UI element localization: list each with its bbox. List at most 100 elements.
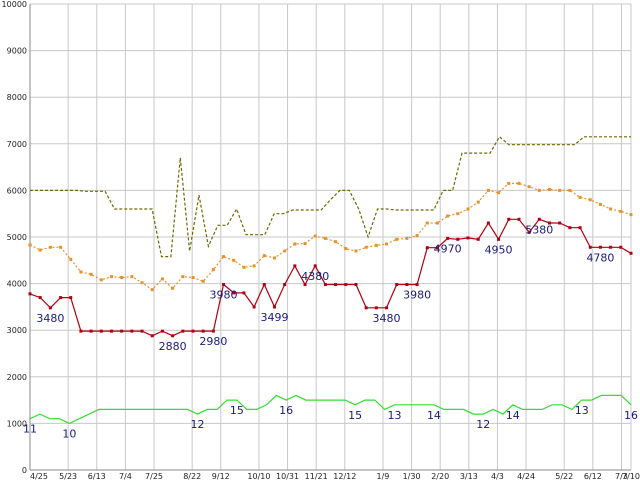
- data-point-average: [211, 268, 215, 272]
- data-point-average: [99, 278, 103, 282]
- data-point-lowest_price: [598, 245, 602, 249]
- data-label-lowest_price: 3499: [260, 311, 288, 324]
- data-label-lowest_price: 3980: [403, 289, 431, 302]
- data-point-average: [334, 240, 338, 244]
- data-point-lowest_price: [222, 283, 226, 287]
- data-point-average: [191, 276, 195, 280]
- data-point-lowest_price: [79, 329, 83, 333]
- data-point-average: [435, 221, 439, 225]
- data-point-average: [150, 288, 154, 292]
- data-point-average: [456, 212, 460, 216]
- data-point-average: [629, 213, 633, 217]
- data-label-shop_count: 13: [388, 409, 402, 422]
- data-label-lowest_price: 2880: [159, 340, 187, 353]
- data-point-lowest_price: [283, 283, 287, 287]
- data-point-lowest_price: [293, 264, 297, 268]
- data-point-average: [293, 242, 297, 246]
- x-tick-label: 7/25: [145, 472, 163, 480]
- data-point-lowest_price: [395, 283, 399, 287]
- data-point-lowest_price: [48, 306, 52, 310]
- series-line-average: [29, 182, 632, 291]
- data-point-average: [262, 254, 266, 258]
- data-point-average: [537, 188, 541, 192]
- data-point-lowest_price: [558, 221, 562, 225]
- x-tick-label: 7/4: [119, 472, 132, 480]
- data-label-lowest_price: 4970: [434, 242, 462, 255]
- data-point-lowest_price: [415, 283, 419, 287]
- data-point-average: [48, 245, 52, 249]
- data-point-lowest_price: [109, 329, 113, 333]
- data-point-average: [425, 221, 429, 225]
- data-point-lowest_price: [364, 306, 368, 310]
- data-point-lowest_price: [59, 296, 63, 300]
- data-point-lowest_price: [548, 221, 552, 225]
- data-label-lowest_price: 3980: [210, 289, 238, 302]
- data-point-average: [109, 275, 113, 279]
- data-label-shop_count: 12: [476, 418, 490, 431]
- x-tick-label: 4/24: [517, 472, 535, 480]
- data-point-average: [252, 264, 256, 268]
- data-point-lowest_price: [517, 217, 521, 221]
- y-tick-label: 3000: [7, 326, 27, 335]
- data-point-average: [588, 198, 592, 202]
- data-point-lowest_price: [120, 329, 124, 333]
- data-point-lowest_price: [160, 329, 164, 333]
- data-point-lowest_price: [28, 292, 32, 296]
- y-tick-label: 7000: [7, 140, 27, 149]
- data-label-lowest_price: 4780: [586, 251, 614, 264]
- data-point-lowest_price: [476, 237, 480, 241]
- x-tick-label: 7/3: [615, 472, 628, 480]
- data-point-average: [619, 209, 623, 213]
- data-point-lowest_price: [262, 283, 266, 287]
- data-point-average: [374, 243, 378, 247]
- y-tick-label: 9000: [7, 47, 27, 56]
- series-line-shop_count: [29, 394, 632, 425]
- data-point-lowest_price: [354, 283, 358, 287]
- data-point-lowest_price: [578, 226, 582, 230]
- data-point-average: [201, 279, 205, 283]
- data-point-average: [69, 257, 73, 261]
- data-point-lowest_price: [507, 217, 511, 221]
- data-point-lowest_price: [140, 329, 144, 333]
- data-point-average: [609, 207, 613, 211]
- data-point-average: [507, 181, 511, 185]
- data-label-lowest_price: 4380: [301, 270, 329, 283]
- x-tick-label: 10/10: [247, 472, 270, 480]
- data-label-shop_count: 16: [624, 409, 638, 422]
- data-label-shop_count: 14: [506, 409, 520, 422]
- data-point-lowest_price: [466, 236, 470, 240]
- data-point-lowest_price: [609, 245, 613, 249]
- data-point-lowest_price: [456, 237, 460, 241]
- data-point-lowest_price: [527, 230, 531, 234]
- data-point-lowest_price: [629, 251, 633, 255]
- data-point-average: [568, 188, 572, 192]
- y-tick-label: 1000: [7, 419, 27, 428]
- data-label-shop_count: 15: [230, 404, 244, 417]
- y-tick-label: 4000: [7, 280, 27, 289]
- data-point-average: [466, 207, 470, 211]
- data-point-lowest_price: [619, 245, 623, 249]
- data-point-lowest_price: [181, 329, 185, 333]
- data-label-lowest_price: 4950: [485, 243, 513, 256]
- data-label-shop_count: 14: [427, 409, 441, 422]
- data-point-average: [130, 275, 134, 279]
- x-tick-label: 1/30: [403, 472, 421, 480]
- data-point-average: [558, 188, 562, 192]
- data-point-lowest_price: [588, 245, 592, 249]
- y-tick-label: 6000: [7, 186, 27, 195]
- data-label-shop_count: 11: [23, 423, 37, 436]
- y-tick-label: 2000: [7, 373, 27, 382]
- data-point-lowest_price: [323, 283, 327, 287]
- data-point-average: [28, 243, 32, 247]
- data-point-average: [364, 245, 368, 249]
- data-point-average: [303, 242, 307, 246]
- data-point-average: [140, 281, 144, 285]
- data-point-lowest_price: [405, 283, 409, 287]
- x-tick-label: 5/23: [59, 472, 77, 480]
- data-point-lowest_price: [232, 291, 236, 295]
- data-point-lowest_price: [537, 217, 541, 221]
- data-point-average: [517, 181, 521, 185]
- data-point-average: [242, 265, 246, 269]
